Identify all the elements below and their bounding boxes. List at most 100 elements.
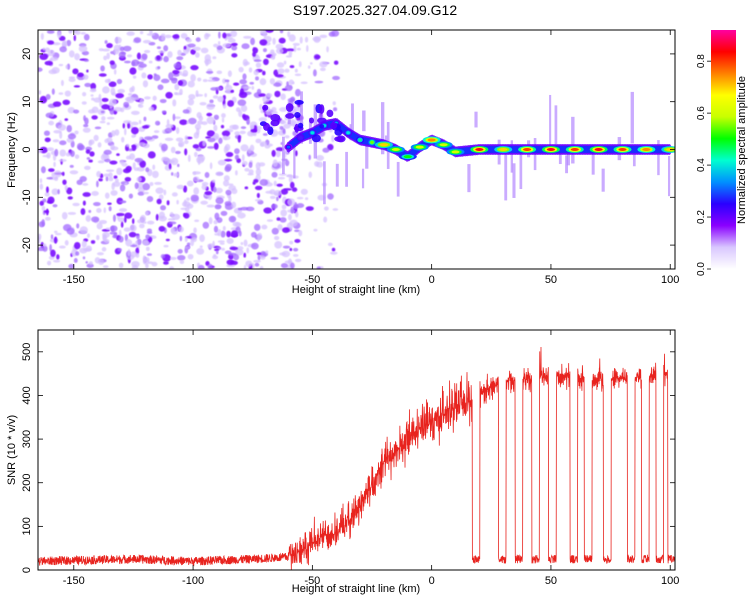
spectrogram-noise-blob [126,31,135,36]
spectrogram-noise-blob [137,191,145,196]
spectrogram-noise-blob [182,109,190,114]
spectrogram-noise-blob [118,262,124,269]
spectrogram-noise-blob [68,77,76,82]
spectrogram-noise-blob [227,70,232,77]
spectrogram-noise-blob [212,255,219,260]
spectrogram-noise-blob [79,247,88,254]
spectrogram-noise-blob [102,234,106,241]
spectrogram-noise-blob [332,75,340,81]
spectrogram-noise-blob [294,258,302,263]
signal-cluster-blob [334,128,343,136]
spectrogram-noise-blob [193,227,197,234]
spectrogram-noise-blob [125,239,133,247]
spectrogram-noise-blob [41,205,46,211]
spectrogram-noise-blob [96,222,103,230]
spectrogram-noise-blob [106,116,115,120]
spectrogram-noise-blob [65,64,69,69]
spectrogram-noise-blob [216,70,223,75]
spectrogram-noise-blob [276,183,283,187]
spectrogram-noise-blob [287,198,296,206]
spectrogram-noise-blob [180,33,188,39]
spectrogram-noise-blob [53,170,62,178]
spectrogram-noise-blob [92,201,101,207]
spectrogram-noise-blob [257,238,260,242]
spectrogram-noise-blob [110,190,118,196]
spectrogram-noise-blob [257,232,263,240]
spectrogram-noise-blob [304,36,309,43]
spectrogram-noise-blob [73,85,81,88]
spectrogram-noise-blob [287,31,291,38]
spectrogram-noise-blob [249,125,255,130]
spectrogram-noise-blob [103,149,112,155]
spectrogram-noise-blob [108,176,114,182]
spectrogram-noise-blob [54,230,58,234]
spectrogram-noise-blob [213,142,219,150]
spectrogram-noise-blob [41,219,45,227]
spectrogram-noise-blob [159,98,167,104]
spectrogram-noise-blob [68,50,75,58]
spectrogram-noise-blob [282,245,291,249]
spectrogram-noise-blob [109,160,118,165]
spectrogram-noise-blob [119,46,125,52]
spectrogram-noise-blob [227,38,236,43]
spectrogram-noise-blob [65,152,71,157]
spectrogram-noise-blob [198,115,204,122]
spectrogram-noise-blob [275,43,284,50]
spectrogram-noise-blob [174,116,181,120]
spectrogram-noise-blob [215,89,219,95]
spectrogram-noise-blob [116,78,123,85]
spectrogram-noise-blob [200,47,209,54]
spectrogram-noise-blob [118,235,124,243]
spectrogram-noise-blob [214,204,222,210]
spectrogram-x-tick-label: -100 [182,274,204,286]
spectrogram-noise-blob [106,52,110,60]
spectrogram-noise-blob [117,248,122,252]
spectrogram-noise-blob [222,43,231,48]
spectrogram-noise-blob [241,154,245,162]
spectrogram-noise-blob [292,204,299,209]
spectrogram-noise-blob [277,176,286,180]
spectrogram-noise-blob [241,113,246,119]
spectrogram-noise-blob [88,261,93,266]
spectrogram-noise-blob [123,120,132,124]
spectrogram-noise-blob [238,91,248,99]
spectrogram-x-tick-label: 0 [429,274,435,286]
spectrogram-noise-blob [284,68,290,73]
snr-x-tick-label: -100 [182,575,204,587]
spectrogram-noise-blob [276,62,285,68]
spectrogram-noise-blob [116,167,123,176]
spectrogram-noise-blob [205,60,209,67]
spectrogram-noise-blob [108,81,117,88]
spectrogram-noise-blob [199,234,205,242]
spectrogram-noise-blob [130,251,138,258]
spectrogram-noise-blob [105,169,115,172]
spectrogram-noise-blob [213,43,219,48]
spectrogram-noise-blob [111,130,116,137]
spectrogram-noise-blob [222,226,226,231]
spectrogram-noise-blob [96,252,104,256]
signal-cluster-blob [285,113,295,119]
spectrogram-noise-blob [73,241,81,250]
spectrogram-noise-blob [243,239,248,247]
spectrogram-noise-blob [279,125,284,130]
spectrogram-noise-blob [142,39,152,44]
spectrogram-noise-blob [259,78,267,86]
spectrogram-noise-blob [292,253,299,257]
spectrogram-noise-blob [161,143,168,152]
spectrogram-y-ticks: -20 -10 0 10 20 [21,48,675,253]
colorbar-gradient [711,30,736,269]
spectrogram-noise-blob [144,211,149,216]
spectrogram-noise-blob [184,245,191,250]
spectrogram-noise-blob [271,107,277,112]
spectrogram-noise-blob [58,245,66,249]
spectrogram-noise-blob [225,189,232,196]
spectrogram-noise-blob [266,93,273,98]
spectrogram-noise-blob [145,246,150,252]
spectrogram-noise-blob [212,186,217,193]
spectrogram-noise-blob [230,89,234,93]
spectrogram-noise-blob [160,78,170,84]
spectrogram-noise-blob [242,73,247,80]
spectrogram-noise-blob [172,99,177,107]
spectrogram-noise-blob [68,30,73,34]
spectrogram-noise-blob [200,200,208,205]
